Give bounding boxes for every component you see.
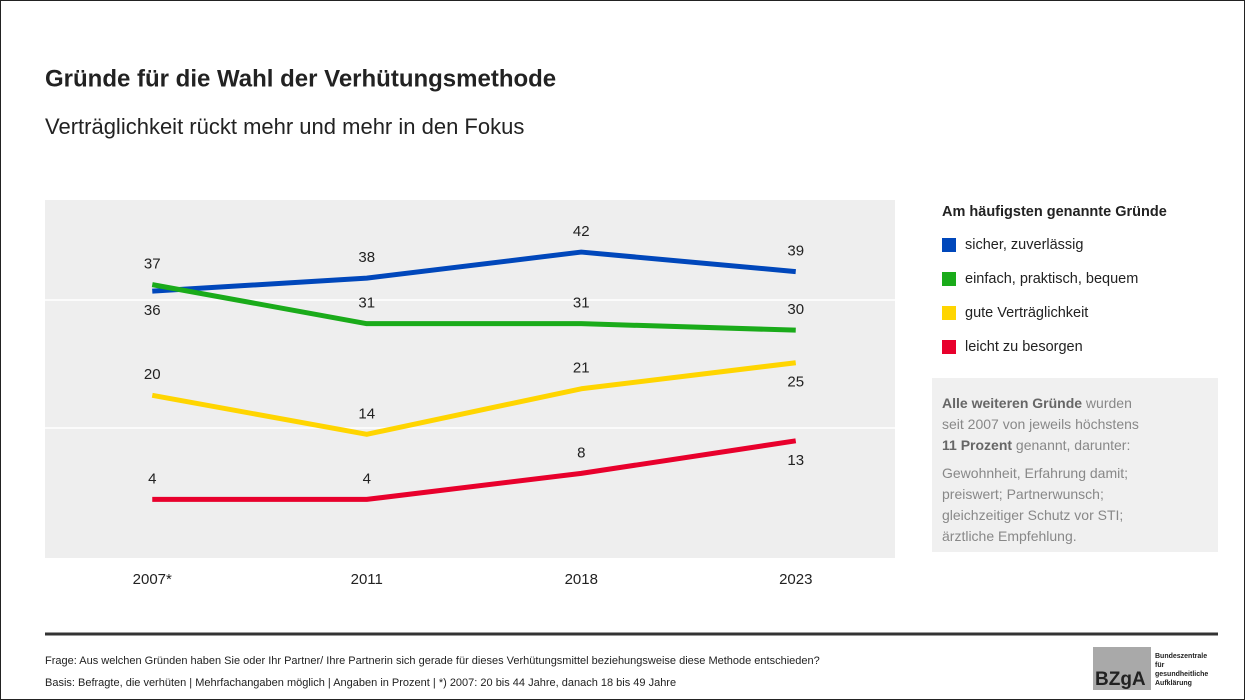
logo-line: Bundeszentrale [1155,653,1207,660]
logo-line: gesundheitliche [1155,671,1208,678]
data-label: 38 [358,249,375,266]
note-segment: 11 Prozent [942,437,1012,453]
data-label: 13 [787,452,804,469]
data-label: 20 [144,366,161,383]
note-segment: ärztliche Empfehlung. [942,528,1077,544]
note-line: Alle weiteren Gründe wurden [942,395,1132,411]
legend-label: leicht zu besorgen [965,339,1083,355]
series-line [151,282,796,333]
note-segment: Alle weiteren Gründe [942,395,1082,411]
legend-swatch [942,306,956,320]
footnote: Frage: Aus welchen Gründen haben Sie ode… [45,655,820,667]
note-line: Gewohnheit, Erfahrung damit; [942,465,1128,481]
note-segment: Gewohnheit, Erfahrung damit; [942,465,1128,481]
note-segment: gleichzeitiger Schutz vor STI; [942,507,1123,523]
note-line: ärztliche Empfehlung. [942,528,1077,544]
data-label: 14 [358,405,375,422]
legend-label: gute Verträglichkeit [965,305,1088,321]
data-label: 4 [148,470,156,487]
note-segment: seit 2007 von jeweils höchstens [942,416,1139,432]
x-tick-label: 2018 [565,571,598,588]
chart-subtitle: Verträglichkeit rückt mehr und mehr in d… [45,114,524,139]
note-line: preiswert; Partnerwunsch; [942,486,1104,502]
logo-line: für [1155,662,1165,669]
series-line [151,360,797,437]
note-segment: wurden [1082,395,1132,411]
note-line: gleichzeitiger Schutz vor STI; [942,507,1123,523]
note-segment: genannt, darunter: [1012,437,1130,453]
data-label: 36 [144,302,161,319]
note-line: 11 Prozent genannt, darunter: [942,437,1130,453]
legend-title: Am häufigsten genannte Gründe [942,204,1167,220]
data-label: 37 [144,256,161,273]
data-label: 31 [358,295,375,312]
logo-mark: BZgA [1095,669,1146,690]
data-label: 39 [787,243,804,260]
footnote: Basis: Befragte, die verhüten | Mehrfach… [45,677,676,689]
note-box [932,378,1218,552]
data-label: 25 [787,374,804,391]
logo-box [1093,647,1151,690]
logo-line: Aufklärung [1155,680,1192,687]
series-line [152,249,796,294]
legend-swatch [942,272,956,286]
note-segment: preiswert; Partnerwunsch; [942,486,1104,502]
data-label: 21 [573,360,590,377]
data-label: 31 [573,295,590,312]
series-line [152,438,797,502]
legend-swatch [942,340,956,354]
data-label: 4 [363,470,371,487]
plot-background [45,200,895,558]
legend-label: sicher, zuverlässig [965,237,1083,253]
note-line: seit 2007 von jeweils höchstens [942,416,1139,432]
x-tick-label: 2023 [779,571,812,588]
legend-swatch [942,238,956,252]
data-label: 8 [577,444,585,461]
legend-label: einfach, praktisch, bequem [965,271,1138,287]
chart-title: Gründe für die Wahl der Verhütungsmethod… [45,65,556,92]
x-tick-label: 2007* [133,571,172,588]
data-label: 42 [573,223,590,240]
data-label: 30 [787,301,804,318]
x-tick-label: 2011 [351,571,383,588]
